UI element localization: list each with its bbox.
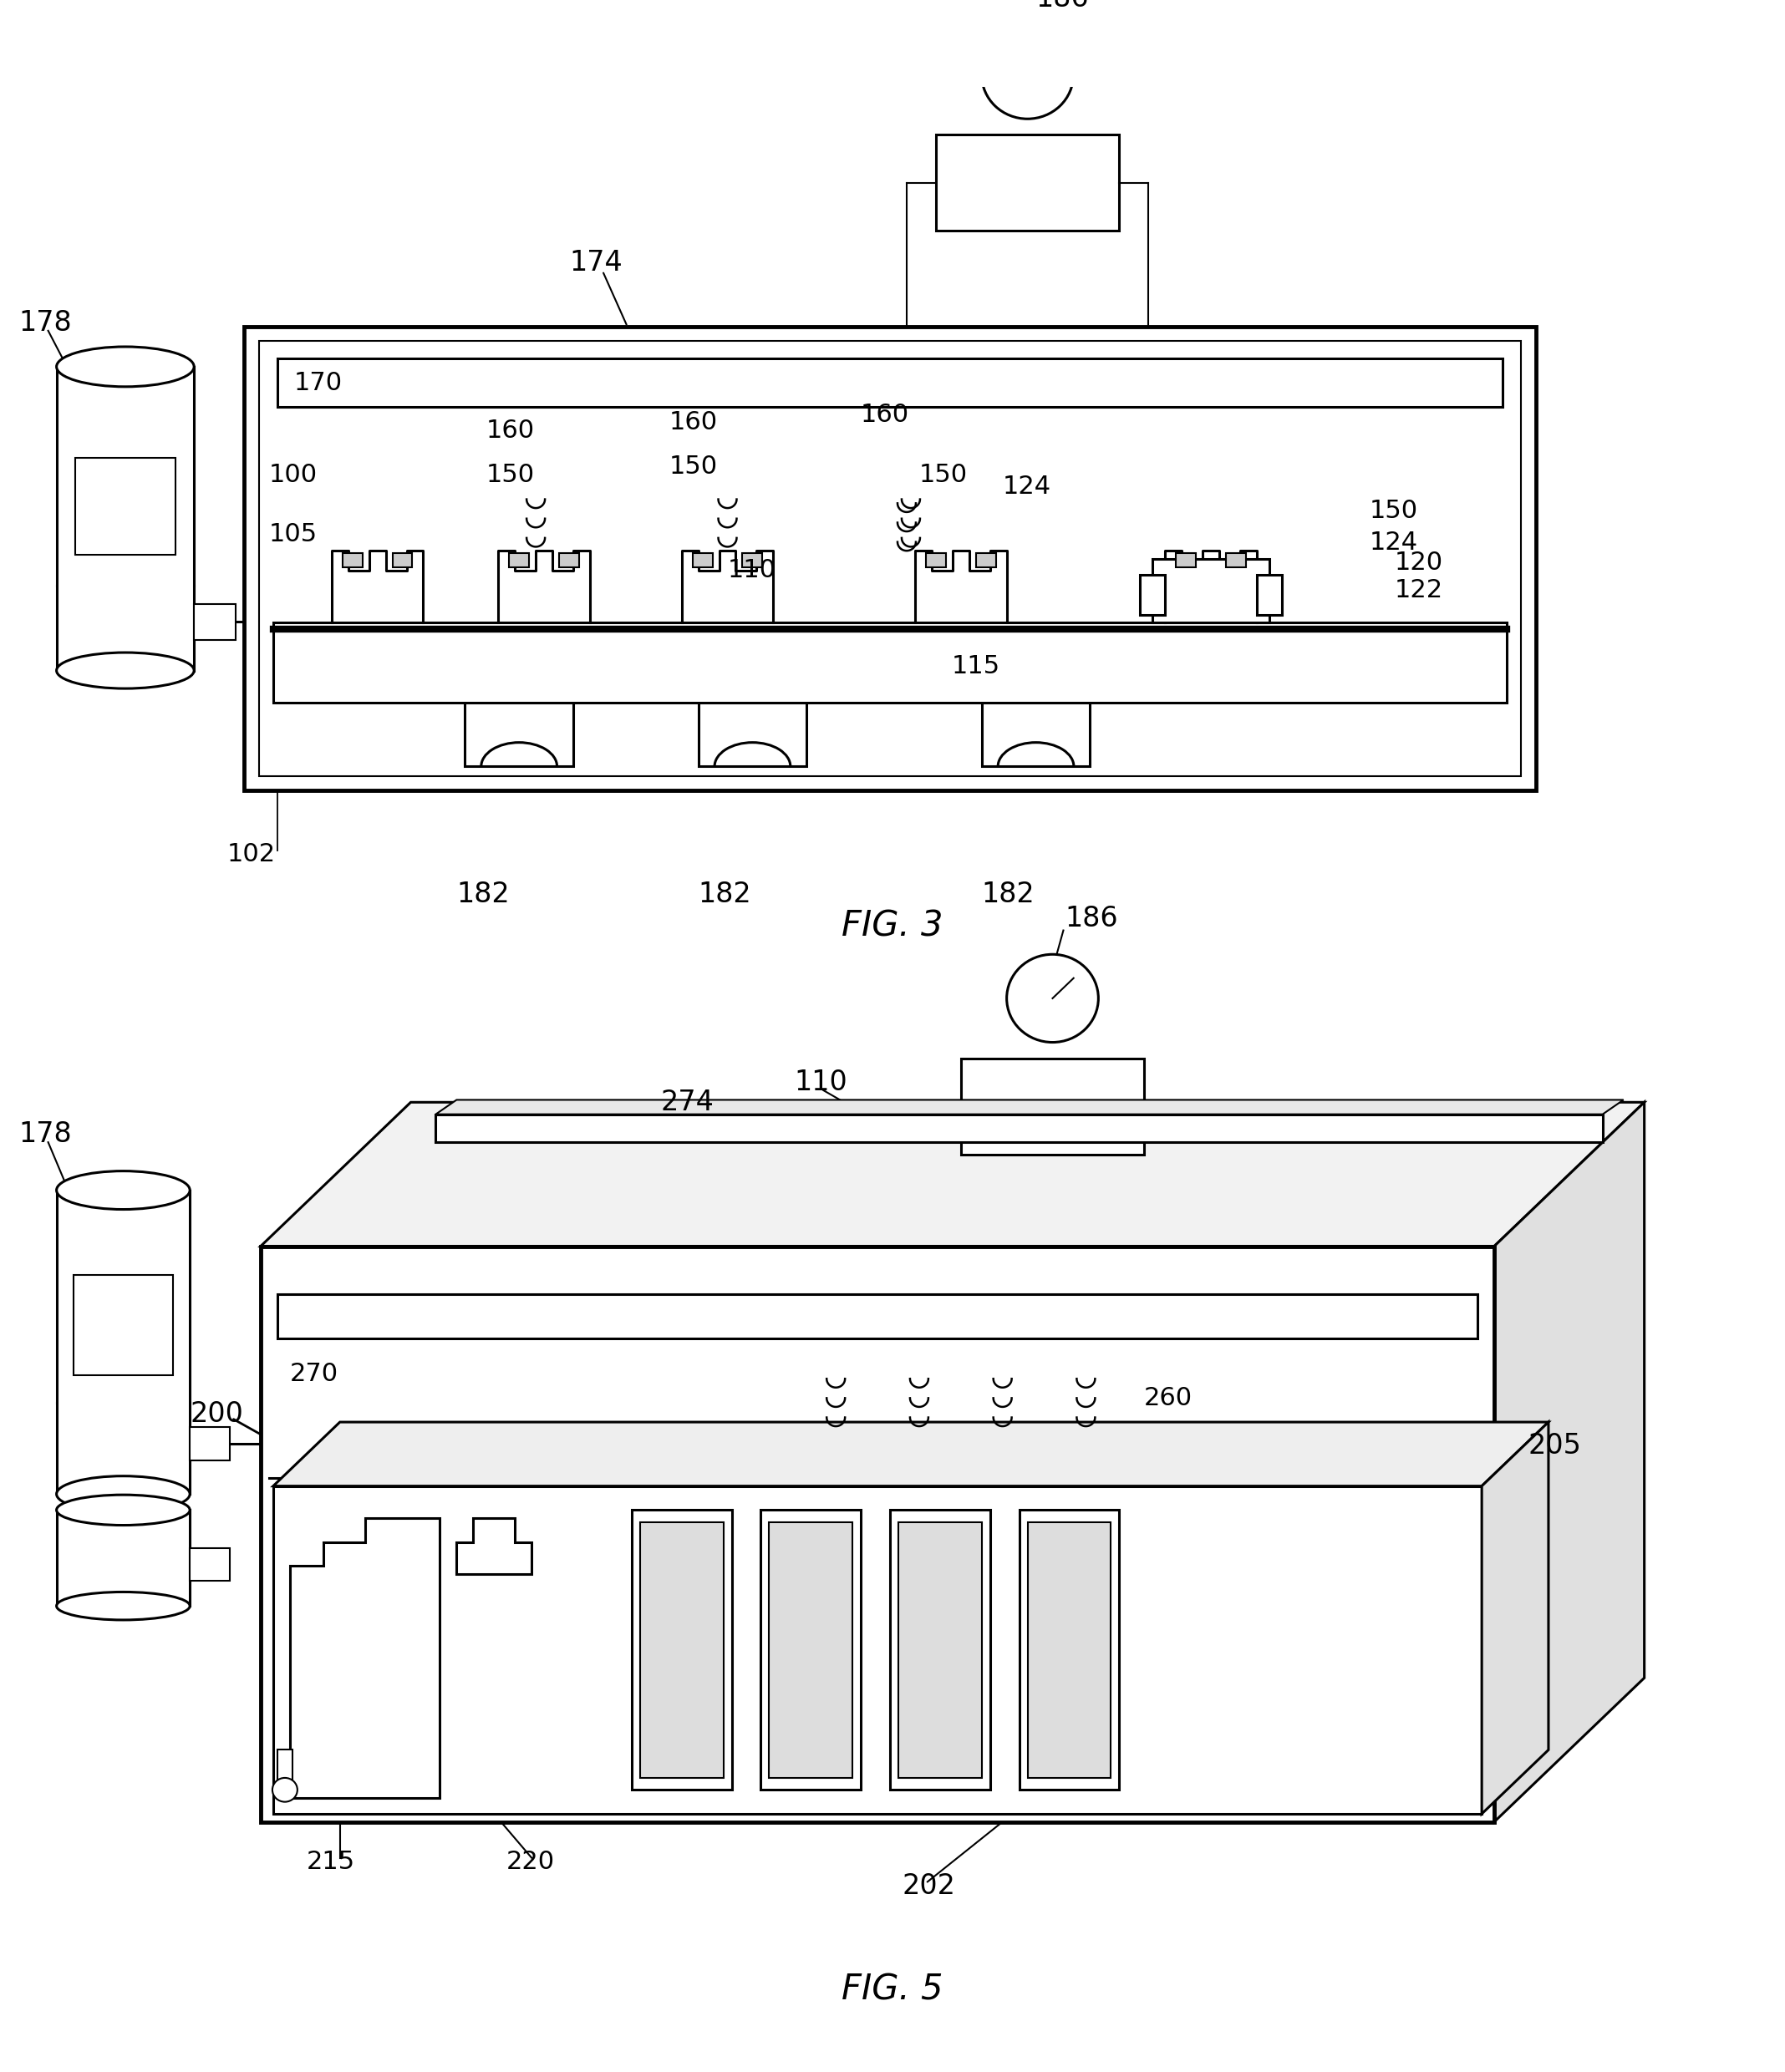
Bar bbox=[1028, 1523, 1110, 1778]
Bar bbox=[261, 1245, 1494, 1821]
Bar bbox=[935, 135, 1119, 230]
Text: 182: 182 bbox=[698, 881, 751, 908]
Text: 110: 110 bbox=[728, 559, 776, 582]
Bar bbox=[760, 1510, 860, 1790]
Text: 202: 202 bbox=[903, 1871, 957, 1900]
Circle shape bbox=[982, 31, 1073, 118]
Polygon shape bbox=[261, 1102, 1644, 1245]
Polygon shape bbox=[457, 1519, 532, 1575]
Text: 160: 160 bbox=[486, 419, 534, 443]
Text: 186: 186 bbox=[1035, 0, 1089, 12]
Bar bbox=[273, 1486, 1482, 1813]
Ellipse shape bbox=[57, 1475, 189, 1513]
Bar bbox=[57, 1189, 189, 1494]
Text: 182: 182 bbox=[982, 881, 1035, 908]
Text: 274: 274 bbox=[660, 1088, 714, 1117]
Text: 170: 170 bbox=[295, 371, 343, 396]
Bar bbox=[245, 327, 1535, 789]
Bar bbox=[698, 702, 807, 767]
Bar bbox=[632, 1510, 732, 1790]
Bar bbox=[769, 1523, 853, 1778]
Text: 150: 150 bbox=[1369, 499, 1417, 522]
Polygon shape bbox=[1494, 1102, 1644, 1821]
Bar bbox=[898, 1523, 982, 1778]
Bar bbox=[1176, 553, 1196, 568]
Ellipse shape bbox=[57, 653, 195, 688]
Text: 160: 160 bbox=[669, 410, 718, 435]
Bar bbox=[559, 553, 578, 568]
Bar bbox=[743, 553, 762, 568]
Circle shape bbox=[273, 1778, 298, 1803]
Bar bbox=[75, 458, 175, 555]
Text: 178: 178 bbox=[20, 309, 71, 336]
Bar bbox=[277, 1295, 1478, 1339]
Polygon shape bbox=[436, 1100, 1624, 1115]
Text: 100: 100 bbox=[270, 462, 318, 487]
Text: 186: 186 bbox=[1066, 905, 1117, 932]
Text: 110: 110 bbox=[794, 1069, 848, 1096]
Text: 260: 260 bbox=[1144, 1386, 1192, 1411]
Ellipse shape bbox=[57, 346, 195, 387]
Bar bbox=[976, 553, 996, 568]
Text: 220: 220 bbox=[507, 1850, 555, 1873]
Bar bbox=[259, 342, 1521, 777]
Bar bbox=[464, 702, 573, 767]
Text: 174: 174 bbox=[569, 249, 623, 276]
Text: 215: 215 bbox=[307, 1850, 355, 1873]
Bar bbox=[273, 622, 1507, 702]
Circle shape bbox=[1007, 955, 1098, 1042]
Text: 115: 115 bbox=[951, 655, 1000, 680]
Text: 105: 105 bbox=[270, 522, 318, 547]
Ellipse shape bbox=[57, 1591, 189, 1620]
Text: 124: 124 bbox=[1369, 530, 1417, 555]
Bar bbox=[393, 553, 412, 568]
Text: 270: 270 bbox=[289, 1361, 339, 1386]
Bar bbox=[509, 553, 528, 568]
Bar bbox=[343, 553, 362, 568]
Bar bbox=[1019, 1510, 1119, 1790]
Bar bbox=[1257, 574, 1282, 615]
Bar bbox=[693, 553, 712, 568]
Text: 205: 205 bbox=[1528, 1432, 1582, 1461]
Bar bbox=[195, 603, 236, 640]
Text: 124: 124 bbox=[1003, 474, 1051, 499]
Text: FIG. 5: FIG. 5 bbox=[843, 1973, 942, 2008]
Bar bbox=[57, 1510, 189, 1606]
Ellipse shape bbox=[57, 1171, 189, 1210]
Text: 182: 182 bbox=[457, 881, 511, 908]
Bar bbox=[1226, 553, 1246, 568]
Text: FIG. 3: FIG. 3 bbox=[843, 910, 942, 945]
Bar bbox=[277, 1751, 293, 1790]
Bar bbox=[73, 1274, 173, 1376]
Text: 150: 150 bbox=[919, 462, 967, 487]
Text: 150: 150 bbox=[669, 454, 718, 479]
Bar bbox=[277, 358, 1503, 406]
Bar bbox=[926, 553, 946, 568]
Bar bbox=[982, 702, 1091, 767]
Bar bbox=[1141, 574, 1166, 615]
Text: 122: 122 bbox=[1394, 578, 1442, 603]
Bar bbox=[891, 1510, 991, 1790]
Bar bbox=[436, 1115, 1603, 1142]
Text: 160: 160 bbox=[860, 402, 909, 427]
Bar bbox=[1153, 559, 1269, 622]
Bar bbox=[57, 367, 195, 671]
Ellipse shape bbox=[57, 1494, 189, 1525]
Polygon shape bbox=[289, 1519, 439, 1798]
Bar bbox=[189, 1428, 230, 1461]
Text: 150: 150 bbox=[486, 462, 534, 487]
Text: 120: 120 bbox=[1394, 551, 1442, 574]
Bar bbox=[189, 1548, 230, 1581]
Bar bbox=[641, 1523, 723, 1778]
Text: 200: 200 bbox=[189, 1401, 243, 1428]
Polygon shape bbox=[1482, 1421, 1548, 1813]
Polygon shape bbox=[273, 1421, 1548, 1486]
Text: 178: 178 bbox=[20, 1121, 71, 1148]
Text: 102: 102 bbox=[227, 843, 277, 866]
Bar bbox=[960, 1059, 1144, 1154]
